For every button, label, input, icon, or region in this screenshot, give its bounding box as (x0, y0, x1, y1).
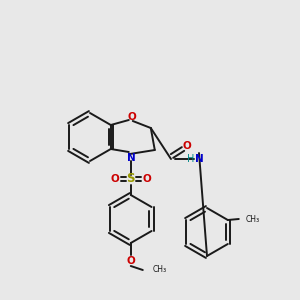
Text: O: O (126, 256, 135, 266)
Text: CH₃: CH₃ (153, 266, 167, 274)
Text: N: N (128, 153, 136, 163)
Text: H: H (187, 154, 195, 164)
Text: O: O (128, 112, 136, 122)
Text: S: S (127, 172, 135, 185)
Text: O: O (142, 174, 151, 184)
Text: O: O (110, 174, 119, 184)
Text: N: N (195, 154, 203, 164)
Text: O: O (183, 141, 191, 151)
Text: CH₃: CH₃ (246, 214, 260, 224)
